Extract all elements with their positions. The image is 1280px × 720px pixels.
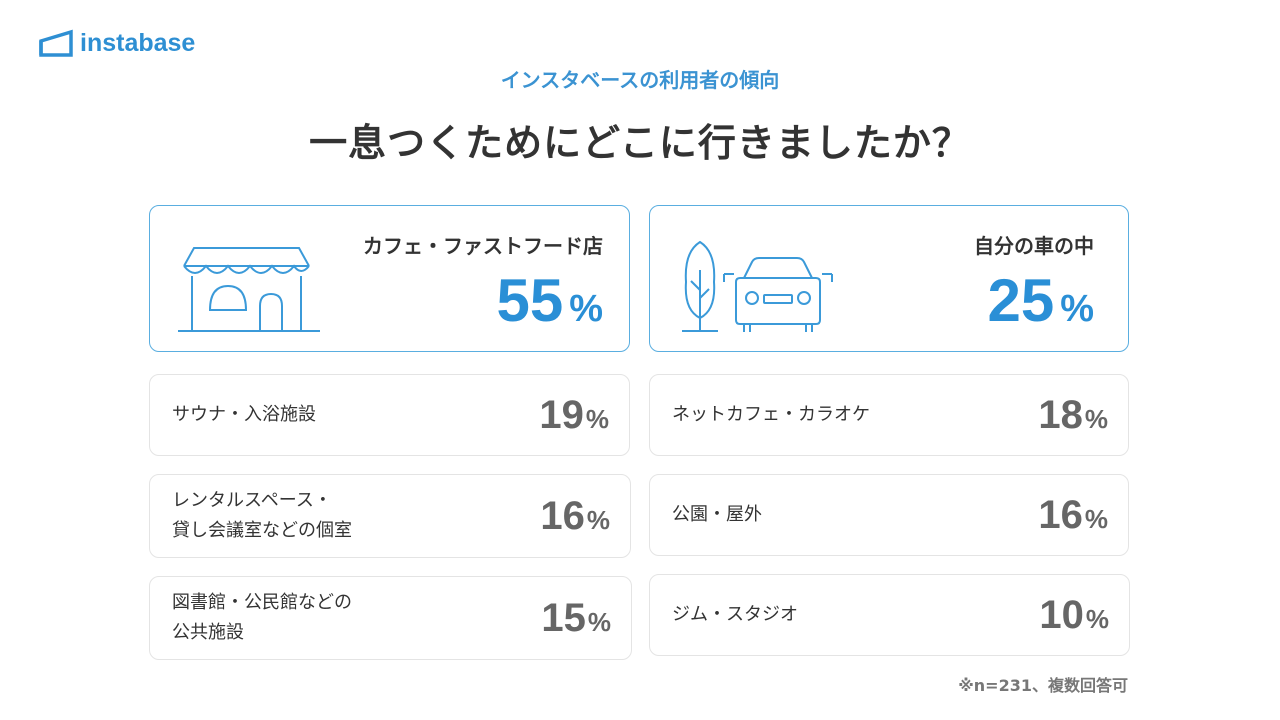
car-and-tree-icon [682,240,833,332]
percentage-number: 16 [1038,492,1083,537]
item-label: 公園・屋外 [672,475,762,555]
page-title: 一息つくためにどこに行きましたか？ [309,121,971,165]
percentage-number: 55 [496,267,564,334]
highlight-card-car: 自分の車の中 25 % [649,205,1129,352]
item-label: ジム・スタジオ [672,575,798,655]
item-card-gym: ジム・スタジオ 10 % [649,574,1130,656]
item-label: サウナ・入浴施設 [172,375,316,455]
percentage-number: 25 [987,267,1055,334]
item-percentage: 16 % [540,475,610,557]
highlight-label: カフェ・ファストフード店 [363,234,603,258]
item-label: レンタルスペース・ 貸し会議室などの個室 [172,475,352,557]
percentage-number: 19 [539,392,584,437]
brand-name: instabase [80,28,196,57]
percent-sign: % [1084,503,1108,534]
percentage-number: 10 [1039,592,1084,637]
item-card-park: 公園・屋外 16 % [649,474,1129,556]
item-label-line: 図書館・公民館などの [172,592,352,613]
item-percentage: 18 % [1038,375,1108,455]
item-card-library: 図書館・公民館などの 公共施設 15 % [149,576,632,660]
item-label-line: 公共施設 [172,622,244,643]
brand-logo: instabase [38,28,195,58]
percent-sign: % [585,403,609,434]
percent-sign: % [569,288,603,330]
percentage-number: 16 [540,493,585,538]
item-label-line: ジム・スタジオ [672,604,798,625]
item-card-sauna: サウナ・入浴施設 19 % [149,374,630,456]
item-percentage: 15 % [541,577,611,659]
percent-sign: % [1060,288,1094,330]
item-label: 図書館・公民館などの 公共施設 [172,577,352,659]
percent-sign: % [1085,603,1109,634]
percent-sign: % [586,504,610,535]
item-card-net-cafe: ネットカフェ・カラオケ 18 % [649,374,1129,456]
item-label-line: 公園・屋外 [672,504,762,525]
item-label-line: 貸し会議室などの個室 [172,520,352,541]
percentage-number: 15 [541,595,586,640]
subtitle: インスタベースの利用者の傾向 [500,68,780,92]
storefront-icon [178,247,320,332]
item-label-line: ネットカフェ・カラオケ [672,404,870,425]
highlight-card-cafe: カフェ・ファストフード店 55 % [149,205,630,352]
item-percentage: 10 % [1039,575,1109,655]
percent-sign: % [587,606,611,637]
highlight-percentage: 55 % [496,266,603,336]
highlight-label: 自分の車の中 [974,234,1094,258]
item-label-line: サウナ・入浴施設 [172,404,316,425]
item-percentage: 19 % [539,375,609,455]
percentage-number: 18 [1038,392,1083,437]
percent-sign: % [1084,403,1108,434]
item-percentage: 16 % [1038,475,1108,555]
house-outline-icon [39,29,73,57]
item-label: ネットカフェ・カラオケ [672,375,870,455]
item-label-line: レンタルスペース・ [172,490,332,511]
footnote: ※n=231、複数回答可 [958,676,1128,695]
item-card-rental-space: レンタルスペース・ 貸し会議室などの個室 16 % [149,474,631,558]
highlight-percentage: 25 % [987,266,1094,336]
